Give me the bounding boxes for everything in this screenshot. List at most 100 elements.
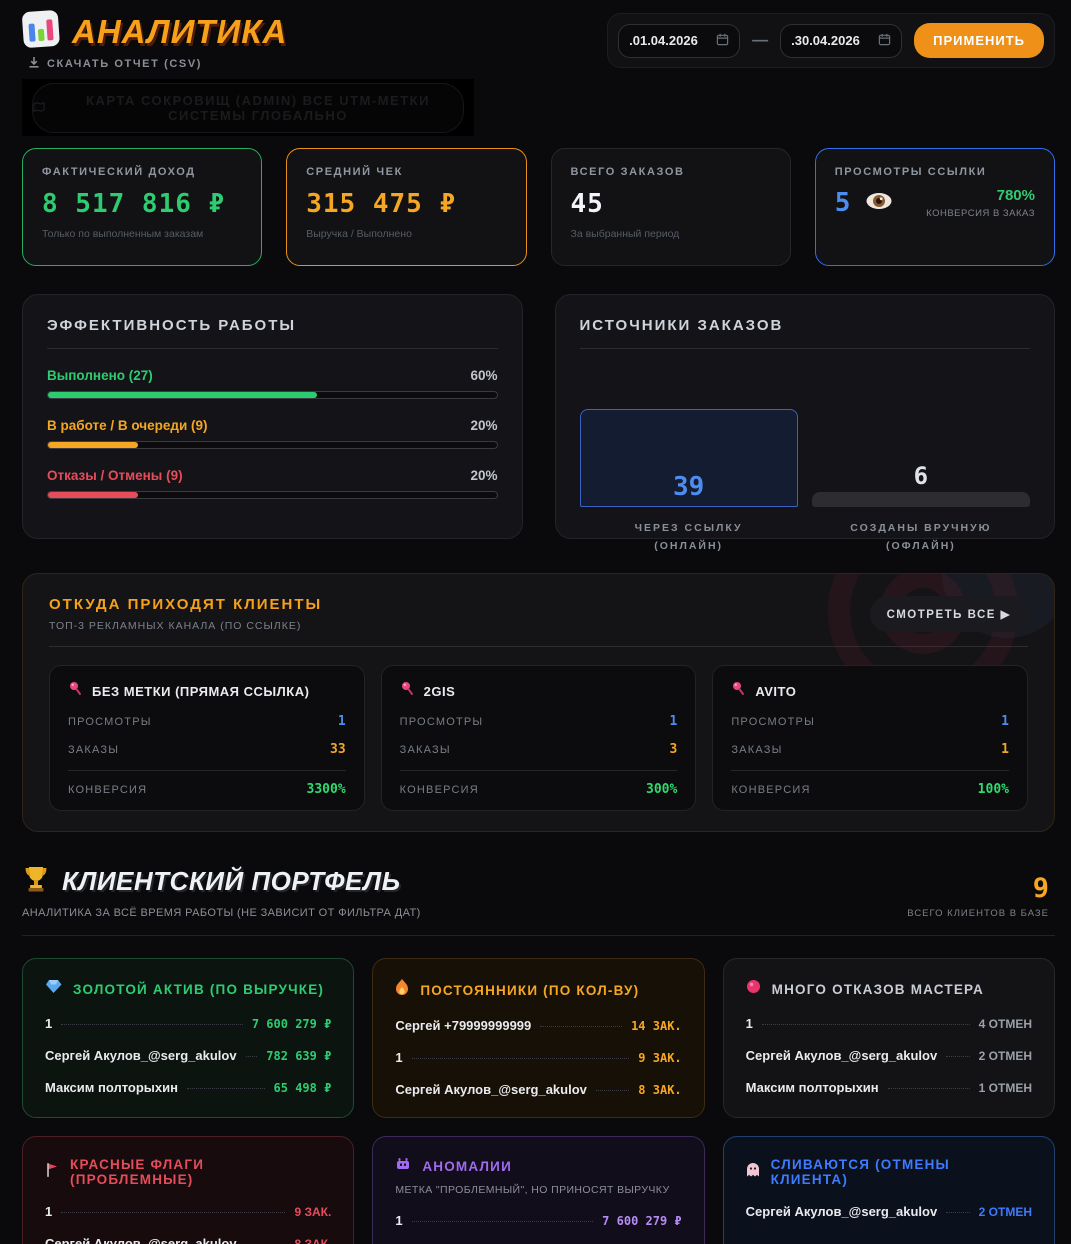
client-name: Максим полторыхин [745, 1080, 879, 1095]
orders-label: ЗАКАЗЫ [399, 744, 451, 756]
download-report-link[interactable]: СКАЧАТЬ ОТЧЕТ (CSV) [28, 56, 287, 71]
see-all-button[interactable]: СМОТРЕТЬ ВСЕ ▶ [869, 596, 1028, 632]
orders-value: 1 [1001, 742, 1009, 757]
client-value: 782 639 ₽ [266, 1049, 332, 1063]
card-title: КРАСНЫЕ ФЛАГИ (ПРОБЛЕМНЫЕ) [70, 1157, 205, 1187]
orders-value: 3 [669, 742, 678, 757]
date-filter-bar: .01.04.2026 — .30.04.2026 ПРИМЕНИТЬ [607, 13, 1055, 68]
card-title: ПОСТОЯННИКИ (ПО КОЛ-ВУ) [420, 982, 640, 998]
divider [731, 770, 1009, 771]
conversion-value: 100% [977, 782, 1009, 797]
client-value: 1 ОТМЕН [978, 1081, 1032, 1095]
stat-value: 8 517 816 ₽ [42, 189, 226, 219]
orders-label: ЗАКАЗЫ [68, 744, 120, 756]
map-icon [33, 100, 45, 115]
diamond-icon [45, 979, 62, 999]
date-from-input[interactable]: .01.04.2026 [618, 23, 741, 58]
client-value: 14 ЗАК. [631, 1019, 682, 1033]
stat-card-actual-income: ФАКТИЧЕСКИЙ ДОХОД 8 517 816 ₽ Только по … [22, 148, 263, 266]
order-sources-panel: ИСТОЧНИКИ ЗАКАЗОВ 39 6 ЧЕРЕЗ ССЫЛКУ (ОНЛ… [554, 294, 1055, 552]
portfolio-card-anomalies: АНОМАЛИИ МЕТКА "ПРОБЛЕМНЫЙ", НО ПРИНОСЯТ… [372, 1136, 705, 1244]
bar-label-online: ЧЕРЕЗ ССЫЛКУ (ОНЛАЙН) [634, 522, 743, 552]
bar-column-online: 39 [579, 409, 798, 507]
fire-icon [395, 979, 409, 1001]
views-value: 1 [669, 714, 678, 729]
conversion-value: 780% [996, 187, 1035, 204]
date-to-value: .30.04.2026 [791, 33, 860, 48]
stats-row: ФАКТИЧЕСКИЙ ДОХОД 8 517 816 ₽ Только по … [22, 148, 1055, 266]
alien-monster-icon [395, 1157, 411, 1176]
ghost-icon [746, 1162, 760, 1183]
apply-button[interactable]: ПРИМЕНИТЬ [914, 23, 1044, 58]
stat-subtitle: Только по выполненным заказам [42, 228, 204, 240]
calendar-icon [716, 33, 729, 49]
client-value: 8 ЗАК. [638, 1083, 682, 1097]
client-row: Сергей Акулов_@serg_akulov 782 639 ₽ [45, 1048, 331, 1063]
divider [68, 770, 346, 771]
bar-online: 39 [579, 409, 798, 507]
panel-title: ЭФФЕКТИВНОСТЬ РАБОТЫ [47, 317, 297, 334]
channel-name: БЕЗ МЕТКИ (ПРЯМАЯ ССЫЛКА) [92, 683, 310, 699]
channel-name: AVITO [755, 683, 797, 699]
stat-label: ПРОСМОТРЫ ССЫЛКИ [834, 166, 987, 178]
channel-cards: БЕЗ МЕТКИ (ПРЯМАЯ ССЫЛКА) ПРОСМОТРЫ 1 ЗАК… [49, 665, 1028, 811]
client-value: 8 ЗАК. [294, 1237, 332, 1244]
panel-title: ИСТОЧНИКИ ЗАКАЗОВ [579, 317, 784, 334]
pushpin-icon [731, 681, 746, 701]
client-row: Максим полторыхин 1 ОТМЕН [746, 1080, 1032, 1095]
channels-header: ОТКУДА ПРИХОДЯТ КЛИЕНТЫ ТОП-3 РЕКЛАМНЫХ … [49, 596, 1028, 632]
portfolio-card-master-cancels: МНОГО ОТКАЗОВ МАСТЕРА 1 4 ОТМЕН Сергей Ак… [722, 958, 1055, 1118]
progress-track [47, 441, 498, 449]
portfolio-card-regulars: ПОСТОЯННИКИ (ПО КОЛ-ВУ) Сергей +79999999… [372, 958, 705, 1118]
date-from-value: .01.04.2026 [629, 33, 698, 48]
treasure-map-admin-button[interactable]: КАРТА СОКРОВИЩ (ADMIN) ВСЕ UTM-МЕТКИ СИС… [32, 82, 464, 133]
client-value: 65 498 ₽ [273, 1081, 332, 1095]
card-title: МНОГО ОТКАЗОВ МАСТЕРА [771, 981, 984, 997]
link-views-row: 5 780% КОНВЕРСИЯ В ЗАКАЗ [835, 187, 1035, 219]
stat-label: ВСЕГО ЗАКАЗОВ [570, 166, 685, 178]
client-value: 7 600 279 ₽ [251, 1017, 332, 1031]
client-name: Сергей Акулов_@serg_akulov [45, 1048, 237, 1063]
portfolio-card-red-flags: КРАСНЫЕ ФЛАГИ (ПРОБЛЕМНЫЕ) 1 9 ЗАК. Серге… [22, 1136, 355, 1244]
progress-percent: 60% [470, 368, 498, 383]
bar-label-offline: СОЗДАНЫ ВРУЧНУЮ (ОФЛАЙН) [850, 522, 992, 552]
progress-fill [48, 492, 138, 498]
stat-subtitle: Выручка / Выполнено [306, 228, 412, 240]
date-to-input[interactable]: .30.04.2026 [780, 23, 903, 58]
date-range-separator: — [752, 31, 769, 49]
total-clients-block: 9 ВСЕГО КЛИЕНТОВ В БАЗЕ [907, 873, 1049, 919]
conversion-value: 300% [646, 782, 678, 797]
stat-value: 45 [570, 189, 604, 219]
stat-card-link-views: ПРОСМОТРЫ ССЫЛКИ 5 780% КОНВ [814, 148, 1055, 266]
client-row: Максим полторыхин 65 498 ₽ [45, 1080, 331, 1095]
views-value: 1 [1001, 714, 1009, 729]
progress-fill [48, 392, 318, 398]
calendar-icon [878, 33, 891, 49]
client-value: 9 ЗАК. [294, 1205, 332, 1219]
stat-label: ФАКТИЧЕСКИЙ ДОХОД [42, 166, 196, 178]
admin-button-label: КАРТА СОКРОВИЩ (ADMIN) ВСЕ UTM-МЕТКИ СИС… [86, 92, 430, 123]
progress-percent: 20% [470, 418, 498, 433]
progress-fill [48, 442, 138, 448]
bar-offline [811, 492, 1030, 507]
client-row: Сергей Акулов_@serg_akulov 8 ЗАК. [45, 1236, 331, 1244]
header-left: АНАЛИТИКА СКАЧАТЬ ОТЧЕТ (CSV) [22, 10, 287, 71]
channel-card-direct: БЕЗ МЕТКИ (ПРЯМАЯ ССЫЛКА) ПРОСМОТРЫ 1 ЗАК… [49, 665, 365, 811]
progress-label: Отказы / Отмены (9) [47, 468, 183, 483]
divider [49, 646, 1028, 647]
page-title: АНАЛИТИКА [72, 12, 288, 50]
client-value: 9 ЗАК. [638, 1051, 682, 1065]
download-label: СКАЧАТЬ ОТЧЕТ (CSV) [47, 57, 203, 70]
middle-panels: ЭФФЕКТИВНОСТЬ РАБОТЫ Выполнено (27) 60% … [22, 294, 1055, 552]
stat-card-total-orders: ВСЕГО ЗАКАЗОВ 45 За выбранный период [550, 148, 791, 266]
portfolio-header: КЛИЕНТСКИЙ ПОРТФЕЛЬ АНАЛИТИКА ЗА ВСЁ ВРЕ… [22, 864, 1055, 936]
progress-row-in-progress: В работе / В очереди (9) 20% [47, 418, 498, 449]
channel-card-avito: AVITO ПРОСМОТРЫ 1 ЗАКАЗЫ 1 КОНВЕРСИЯ 100% [712, 665, 1028, 811]
views-value: 1 [337, 714, 346, 729]
bar-chart-logo-icon [21, 9, 62, 55]
client-row: Сергей +79999999999 14 ЗАК. [395, 1018, 681, 1033]
section-subtitle: ТОП-3 РЕКЛАМНЫХ КАНАЛА (ПО ССЫЛКЕ) [49, 620, 302, 632]
trophy-icon [22, 864, 50, 899]
